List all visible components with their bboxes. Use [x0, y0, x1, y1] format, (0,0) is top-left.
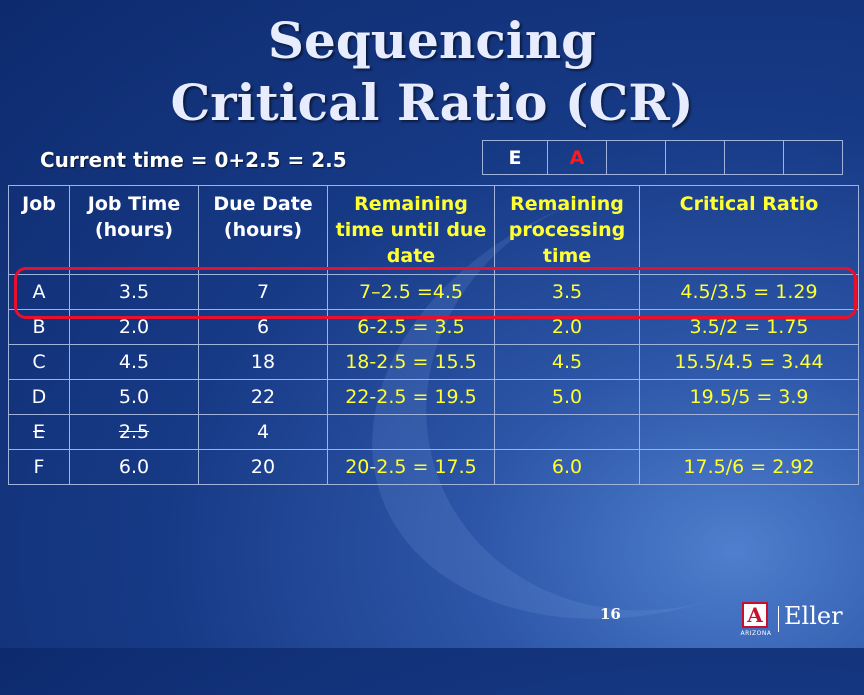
table-row: D 5.0 22 22-2.5 = 19.5 5.0 19.5/5 = 3.9	[8, 379, 859, 415]
cell-remaining-processing: 5.0	[494, 379, 640, 415]
cell-job-time: 5.0	[69, 379, 199, 415]
cell-due-date: 6	[198, 309, 328, 345]
cell-job-time: 6.0	[69, 449, 199, 485]
slide-title: Sequencing Critical Ratio (CR)	[0, 10, 864, 134]
title-line-2: Critical Ratio (CR)	[170, 73, 694, 132]
cell-due-date: 20	[198, 449, 328, 485]
cell-remaining-due: 18-2.5 = 15.5	[327, 344, 495, 380]
cell-remaining-processing: 6.0	[494, 449, 640, 485]
row-a-highlight	[14, 267, 857, 319]
cell-remaining-due: 22-2.5 = 19.5	[327, 379, 495, 415]
logo-arizona-text: ARIZONA	[740, 630, 772, 637]
title-line-1: Sequencing	[267, 11, 597, 70]
cell-job: E	[8, 414, 70, 450]
cell-job-time: 3.5	[69, 274, 199, 310]
current-time-label: Current time = 0+2.5 = 2.5	[40, 148, 347, 172]
table-header-row: Job Job Time (hours) Due Date (hours) Re…	[8, 185, 859, 275]
header-job-time: Job Time (hours)	[69, 185, 199, 275]
cell-remaining-processing	[494, 414, 640, 450]
cell-remaining-due: 7–2.5 =4.5	[327, 274, 495, 310]
sequence-slot-3	[606, 140, 666, 175]
table-row: F 6.0 20 20-2.5 = 17.5 6.0 17.5/6 = 2.92	[8, 449, 859, 485]
page-number: 16	[600, 605, 621, 623]
table-row: E 2.5 4	[8, 414, 859, 450]
header-remaining-due: Remaining time until due date	[327, 185, 495, 275]
cell-job: C	[8, 344, 70, 380]
cell-critical-ratio: 17.5/6 = 2.92	[639, 449, 859, 485]
header-remaining-processing: Remaining processing time	[494, 185, 640, 275]
cell-job: F	[8, 449, 70, 485]
cell-job-time: 4.5	[69, 344, 199, 380]
header-due-date: Due Date (hours)	[198, 185, 328, 275]
logo-eller-text: Eller	[784, 602, 843, 630]
cell-remaining-due	[327, 414, 495, 450]
arizona-a-icon: A	[742, 602, 768, 628]
table-row: B 2.0 6 6-2.5 = 3.5 2.0 3.5/2 = 1.75	[8, 309, 859, 345]
eller-logo: A ARIZONA Eller	[738, 600, 848, 640]
cell-job-time: 2.5	[69, 414, 199, 450]
cell-due-date: 18	[198, 344, 328, 380]
table-row: A 3.5 7 7–2.5 =4.5 3.5 4.5/3.5 = 1.29	[8, 274, 859, 310]
logo-divider	[778, 606, 779, 632]
cell-job: D	[8, 379, 70, 415]
sequence-box: E A	[482, 140, 843, 175]
cell-critical-ratio: 15.5/4.5 = 3.44	[639, 344, 859, 380]
cell-remaining-processing: 2.0	[494, 309, 640, 345]
table-row: C 4.5 18 18-2.5 = 15.5 4.5 15.5/4.5 = 3.…	[8, 344, 859, 380]
cell-critical-ratio: 19.5/5 = 3.9	[639, 379, 859, 415]
sequence-slot-4	[665, 140, 725, 175]
cell-remaining-processing: 4.5	[494, 344, 640, 380]
cell-due-date: 22	[198, 379, 328, 415]
cell-job-time: 2.0	[69, 309, 199, 345]
header-job: Job	[8, 185, 70, 275]
cell-critical-ratio: 3.5/2 = 1.75	[639, 309, 859, 345]
cell-remaining-due: 20-2.5 = 17.5	[327, 449, 495, 485]
cell-job: A	[8, 274, 70, 310]
cr-table: Job Job Time (hours) Due Date (hours) Re…	[8, 185, 859, 485]
cell-remaining-due: 6-2.5 = 3.5	[327, 309, 495, 345]
cell-critical-ratio	[639, 414, 859, 450]
sequence-slot-5	[724, 140, 784, 175]
sequence-slot-6	[783, 140, 843, 175]
cell-critical-ratio: 4.5/3.5 = 1.29	[639, 274, 859, 310]
cell-due-date: 4	[198, 414, 328, 450]
sequence-slot-2: A	[547, 140, 607, 175]
header-critical-ratio: Critical Ratio	[639, 185, 859, 275]
sequence-slot-1: E	[482, 140, 548, 175]
